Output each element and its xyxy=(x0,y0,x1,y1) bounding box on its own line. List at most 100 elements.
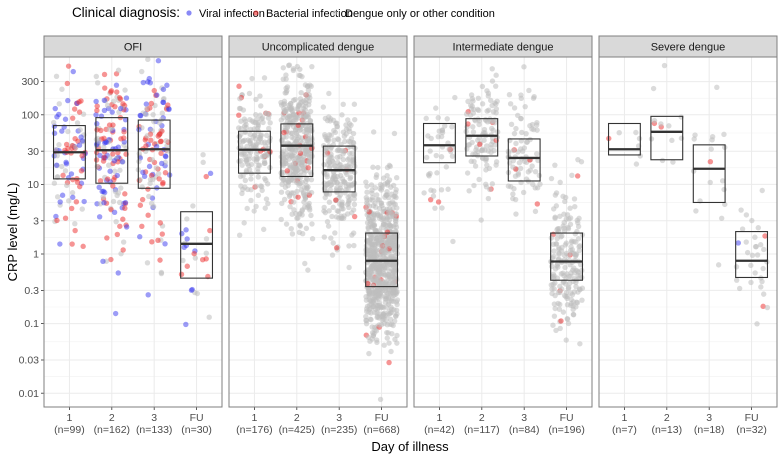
data-point-other xyxy=(384,322,390,328)
data-point-other xyxy=(378,243,385,249)
data-point-other xyxy=(337,162,343,168)
data-point-other xyxy=(576,286,583,292)
data-point-other xyxy=(553,190,560,196)
data-point-viral xyxy=(68,171,75,177)
group-2 xyxy=(93,67,130,317)
data-point-other xyxy=(308,135,315,141)
data-point-other xyxy=(278,174,285,181)
data-point-other xyxy=(343,126,350,132)
data-point-other xyxy=(670,159,676,165)
data-point-other xyxy=(366,350,372,357)
data-point-viral xyxy=(166,106,172,113)
data-point-other xyxy=(551,253,557,260)
data-point-bacterial xyxy=(199,256,206,263)
data-point-other xyxy=(238,157,244,164)
data-point-other xyxy=(568,296,574,303)
data-point-other xyxy=(346,150,353,157)
x-tick-label: 1 xyxy=(252,412,258,424)
data-point-other xyxy=(294,215,300,221)
data-point-other xyxy=(264,111,270,117)
data-point-other xyxy=(153,165,160,171)
data-point-other xyxy=(669,137,675,144)
data-point-other xyxy=(306,101,312,108)
data-point-other xyxy=(550,322,556,328)
data-point-other xyxy=(293,168,299,175)
data-point-other xyxy=(100,194,106,200)
data-point-bacterial xyxy=(558,318,564,324)
data-point-other xyxy=(387,200,394,207)
data-point-other xyxy=(376,265,383,271)
data-point-other xyxy=(146,193,152,200)
data-point-other xyxy=(53,146,59,153)
data-point-other xyxy=(288,225,294,232)
data-point-bacterial xyxy=(157,220,164,226)
data-point-other xyxy=(304,113,310,120)
data-point-bacterial xyxy=(477,141,483,148)
data-point-viral xyxy=(735,240,742,246)
data-point-other xyxy=(383,289,390,295)
data-point-other xyxy=(753,243,759,250)
data-point-other xyxy=(266,125,272,132)
data-point-other xyxy=(148,200,155,207)
data-point-other xyxy=(180,257,186,264)
data-point-other xyxy=(297,165,303,171)
data-point-other xyxy=(370,303,376,310)
data-point-bacterial xyxy=(165,102,171,108)
data-point-other xyxy=(147,180,153,187)
data-point-other xyxy=(488,97,494,104)
data-point-other xyxy=(749,217,755,224)
data-point-bacterial xyxy=(110,122,116,128)
data-point-other xyxy=(365,238,371,244)
data-point-other xyxy=(483,143,490,149)
y-tick-label: 0.03 xyxy=(19,355,40,367)
data-point-bacterial xyxy=(101,71,108,78)
data-point-bacterial xyxy=(63,141,70,148)
data-point-other xyxy=(298,90,304,96)
data-point-other xyxy=(184,216,190,222)
data-point-other xyxy=(443,164,450,170)
data-point-other xyxy=(375,164,381,171)
data-point-other xyxy=(381,262,387,268)
data-point-other xyxy=(307,108,314,115)
data-point-other xyxy=(342,138,348,145)
data-point-bacterial xyxy=(97,178,104,184)
facet-title: Uncomplicated dengue xyxy=(262,42,375,54)
data-point-other xyxy=(551,248,557,254)
data-point-other xyxy=(476,176,482,183)
x-tick-label: 3 xyxy=(151,412,157,424)
group-3 xyxy=(690,84,728,268)
data-point-other xyxy=(384,335,390,341)
data-point-other xyxy=(246,153,253,159)
data-point-other xyxy=(511,130,518,137)
data-point-bacterial xyxy=(157,138,164,145)
box-iqr xyxy=(607,122,641,156)
data-point-bacterial xyxy=(203,173,209,180)
data-point-other xyxy=(291,163,298,169)
data-point-viral xyxy=(160,86,167,93)
panel-1: Uncomplicated dengue1(n=176)2(n=425)3(n=… xyxy=(228,35,408,436)
data-point-other xyxy=(392,238,399,244)
data-point-other xyxy=(384,172,390,179)
data-point-other xyxy=(279,169,285,175)
data-point-other xyxy=(563,337,569,343)
data-point-other xyxy=(633,129,639,136)
data-point-other xyxy=(369,197,376,203)
data-point-other xyxy=(326,208,332,214)
data-point-other xyxy=(256,162,263,168)
data-point-other xyxy=(507,101,514,107)
data-point-bacterial xyxy=(69,115,76,121)
data-point-other xyxy=(101,144,107,150)
data-point-other xyxy=(363,207,370,213)
data-point-other xyxy=(519,129,525,136)
data-point-other xyxy=(577,272,583,279)
data-point-bacterial xyxy=(120,101,126,107)
data-point-other xyxy=(246,166,253,173)
group-2 xyxy=(648,62,685,165)
data-point-other xyxy=(381,221,387,227)
data-point-viral xyxy=(160,99,166,105)
data-point-other xyxy=(518,92,524,98)
data-point-other xyxy=(577,243,583,249)
data-point-other xyxy=(341,133,348,139)
x-tick-label: 3 xyxy=(336,412,342,424)
